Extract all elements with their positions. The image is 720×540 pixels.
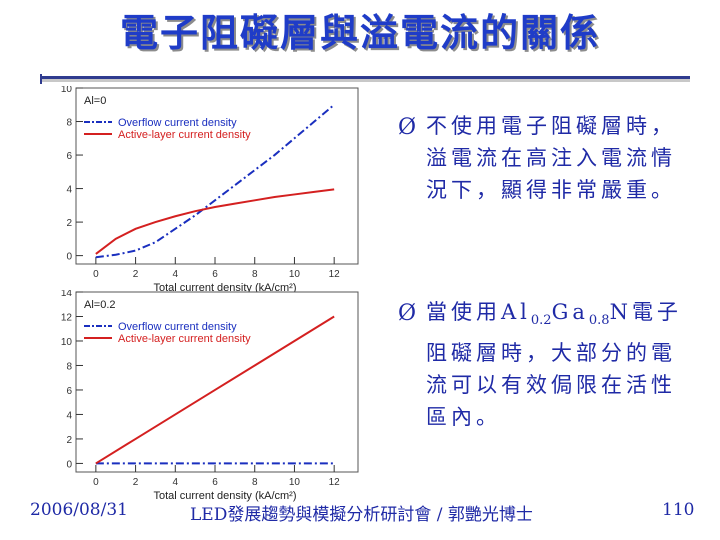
- x-tick-label: 4: [173, 477, 179, 488]
- bullet-text: 不使用電子阻礙層時，溢電流在高注入電流情況下，顯得非常嚴重。: [426, 114, 676, 202]
- x-tick-label: 8: [252, 477, 258, 488]
- y-tick-label: 2: [66, 218, 72, 229]
- slide-title: 電子阻礙層與溢電流的關係: [119, 10, 600, 55]
- footer-center: LED發展趨勢與模擬分析研討會 / 郭艷光博士: [190, 505, 533, 525]
- plot-frame: [75, 291, 359, 473]
- bullet-no-blocking-layer: Ø 不使用電子阻礙層時，溢電流在高注入電流情況下，顯得非常嚴重。: [398, 110, 688, 206]
- x-tick-label: 0: [93, 477, 99, 488]
- y-tick-label: 8: [66, 118, 72, 129]
- bullet-with-blocking-layer: Ø 當使用Al0.2Ga0.8N電子阻礙層時，大部分的電流可以有效侷限在活性區內…: [398, 296, 688, 433]
- bullet-text-part: Ga: [551, 300, 589, 324]
- y-tick-label: 4: [66, 185, 72, 196]
- title-divider: [40, 74, 690, 84]
- chart-al-0-2-svg: 0 2 4 6 8 10 12 14 0 2 4 6 8 10 12 Total current densit…: [61, 290, 359, 502]
- bullet-text-part: 當使用Al: [426, 300, 531, 324]
- x-tick-label: 10: [289, 269, 301, 280]
- footer-page-number: 110: [662, 500, 695, 520]
- x-tick-label: 8: [252, 269, 258, 280]
- bullet-subscript: 0.2: [530, 313, 552, 329]
- y-tick-label: 6: [66, 386, 72, 397]
- y-tick-label: 0: [66, 459, 72, 470]
- x-tick-label: 0: [93, 269, 99, 280]
- y-tick-label: 2: [66, 435, 72, 446]
- y-tick-label: 0: [66, 252, 72, 263]
- legend-label: Active-layer current density: [118, 129, 251, 141]
- x-tick-label: 2: [133, 477, 139, 488]
- x-axis-label: Total current density (kA/cm²): [153, 490, 296, 502]
- chart-al-0-2: 0 2 4 6 8 10 12 14 0 2 4 6 8 10 12 Total current densit…: [30, 290, 370, 502]
- divider-blue-line: [40, 76, 690, 79]
- x-tick-label: 10: [289, 477, 301, 488]
- y-tick-label: 6: [66, 151, 72, 162]
- divider-grey-line: [40, 79, 690, 82]
- legend-label: Overflow current density: [118, 321, 237, 333]
- x-tick-label: 12: [329, 477, 341, 488]
- divider-tick: [40, 74, 42, 84]
- y-tick-label: 10: [61, 86, 73, 95]
- bullet-arrow-icon: Ø: [398, 115, 421, 140]
- x-tick-label: 12: [329, 269, 341, 280]
- y-tick-label: 14: [61, 290, 73, 299]
- series-line-active: [95, 188, 335, 255]
- chart-annotation: Al=0.2: [84, 299, 116, 311]
- y-tick-label: 8: [66, 361, 72, 372]
- legend-label: Overflow current density: [118, 117, 237, 129]
- bullet-arrow-icon: Ø: [398, 301, 421, 326]
- legend-label: Active-layer current density: [118, 333, 251, 345]
- bullet-text: 當使用Al0.2Ga0.8N電子阻礙層時，大部分的電流可以有效侷限在活性區內。: [398, 296, 688, 433]
- series-line-overflow: [95, 103, 335, 259]
- chart-al-0: 0 2 4 6 8 10 0 2 4 6 8 10 12 Total current density (k…: [30, 86, 370, 294]
- footer-date: 2006/08/31: [30, 500, 128, 520]
- y-tick-label: 4: [66, 410, 72, 421]
- y-tick-label: 12: [61, 312, 73, 323]
- bullet-subscript: 0.8: [588, 313, 610, 329]
- chart-annotation: Al=0: [84, 95, 106, 107]
- x-tick-label: 2: [133, 269, 139, 280]
- bullet-text-part: N電子阻礙層時，大部分的電流可以有效侷限在活性區內。: [426, 300, 682, 430]
- x-tick-label: 6: [212, 269, 218, 280]
- x-tick-label: 4: [173, 269, 179, 280]
- series-line-active: [95, 315, 335, 465]
- x-axis-label: Total current density (kA/cm²): [153, 282, 296, 294]
- x-tick-label: 6: [212, 477, 218, 488]
- y-tick-label: 10: [61, 337, 73, 348]
- chart-al-0-svg: 0 2 4 6 8 10 0 2 4 6 8 10 12 Total current density (k…: [61, 86, 359, 294]
